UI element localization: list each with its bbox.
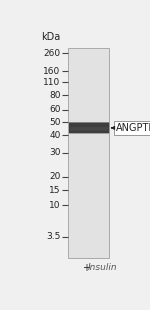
FancyBboxPatch shape: [70, 127, 108, 131]
Text: 15: 15: [49, 186, 61, 195]
Text: 40: 40: [49, 131, 61, 140]
Text: 80: 80: [49, 91, 61, 100]
Text: Insulin: Insulin: [88, 263, 117, 272]
Text: 20: 20: [49, 172, 61, 181]
Text: 30: 30: [49, 148, 61, 157]
Text: 110: 110: [43, 78, 61, 86]
Text: 10: 10: [49, 201, 61, 210]
Text: +: +: [82, 263, 90, 272]
Text: ANGPTL4: ANGPTL4: [116, 123, 150, 133]
Text: 160: 160: [43, 67, 61, 76]
Text: 260: 260: [44, 49, 61, 58]
Text: 60: 60: [49, 105, 61, 114]
Bar: [68, 48, 109, 258]
Text: 50: 50: [49, 118, 61, 127]
Text: kDa: kDa: [41, 32, 61, 42]
Text: 3.5: 3.5: [46, 232, 61, 241]
FancyBboxPatch shape: [69, 122, 109, 133]
